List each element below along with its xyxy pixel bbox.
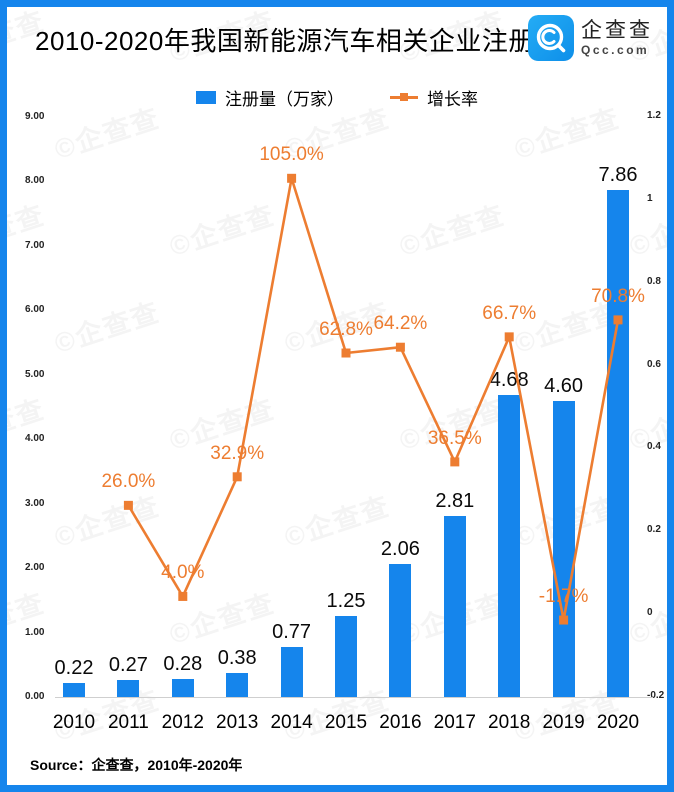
growth-rate-line (123, 173, 623, 625)
x-axis-label-2014: 2014 (270, 712, 313, 733)
left-axis-tick: 3.00 (25, 497, 45, 509)
bar-value-label: 2.06 (380, 538, 420, 561)
qcc-logo-texts: 企查查 Qcc.com (581, 19, 653, 58)
qcc-logo-icon (528, 15, 574, 61)
bar-value-label: 0.28 (163, 652, 203, 675)
line-marker (287, 173, 297, 183)
left-axis-tick: 2.00 (25, 562, 45, 574)
x-axis-label-2010: 2010 (52, 712, 96, 733)
bar-2013 (226, 672, 249, 697)
line-marker (178, 591, 188, 601)
bar-2011 (117, 679, 140, 697)
legend-label-growth-rate: 增长率 (427, 89, 478, 109)
growth-rate-label: 70.8% (591, 285, 645, 307)
right-axis-tick: 0 (647, 607, 653, 618)
bar-value-label: 1.25 (326, 590, 366, 613)
x-axis-label-2013: 2013 (216, 712, 259, 733)
line-marker (450, 457, 460, 467)
legend-label-registrations: 注册量（万家） (225, 89, 344, 109)
right-axis-tick: 0.8 (647, 275, 661, 287)
x-axis-line (55, 697, 653, 698)
bar-2020 (607, 190, 629, 697)
left-axis-tick: 0.00 (25, 691, 45, 702)
left-axis-tick: 9.00 (25, 111, 45, 122)
line-marker (395, 342, 405, 352)
qcc-logo: 企查查 Qcc.com (528, 15, 653, 61)
bar-value-label: 0.22 (54, 656, 94, 679)
x-axis-label-2015: 2015 (324, 712, 368, 733)
growth-rate-label: 26.0% (101, 471, 156, 493)
right-axis-tick: 1 (647, 193, 653, 204)
line-series-swatch (390, 91, 418, 104)
bar-2017 (443, 515, 466, 697)
bar-2014 (280, 647, 303, 697)
right-axis-tick: 0.2 (647, 524, 661, 536)
legend-item-growth-rate: 增长率 (390, 85, 478, 110)
bar-value-label: 7.86 (598, 164, 638, 187)
left-axis-tick: 7.00 (25, 239, 45, 251)
growth-rate-label: 105.0% (259, 144, 324, 166)
x-axis-label-2017: 2017 (433, 712, 476, 733)
plot-area: 0.00 1.00 2.00 3.00 4.00 5.00 6.00 7.00 8.00 9.00… (7, 7, 667, 785)
growth-rate-label: 62.8% (319, 319, 373, 340)
bar-2018 (498, 395, 521, 697)
x-axis-label-2018: 2018 (488, 712, 531, 733)
x-axis-label-2019: 2019 (542, 712, 585, 733)
right-axis-tick: -0.2 (647, 689, 665, 701)
right-axis-tick: 0.6 (647, 358, 661, 370)
x-axis-label-2012: 2012 (161, 712, 204, 733)
bar-2015 (335, 616, 357, 697)
bar-value-label: 0.38 (217, 646, 257, 669)
left-axis-tick: 8.00 (25, 175, 45, 187)
bar-2010 (63, 682, 85, 697)
source-note: Source：企查查，2010年-2020年 (30, 757, 243, 773)
bar-value-label: 0.27 (108, 653, 148, 676)
x-axis-label-2020: 2020 (596, 712, 640, 733)
growth-rate-label: 66.7% (482, 302, 537, 324)
chart-legend: 注册量（万家） 增长率 (7, 85, 667, 109)
right-axis-tick: 1.2 (647, 110, 661, 122)
left-axis-tick: 5.00 (25, 368, 45, 380)
line-marker (559, 615, 569, 625)
left-axis-tick: 1.00 (25, 626, 45, 638)
left-axis-tick: 6.00 (25, 304, 45, 316)
x-axis-label-2011: 2011 (107, 712, 149, 733)
line-marker (613, 315, 623, 325)
qcc-logo-name: 企查查 (581, 18, 653, 42)
line-marker (232, 472, 242, 482)
bar-2016 (389, 564, 412, 697)
line-marker (341, 348, 351, 358)
x-axis-label-2016: 2016 (379, 712, 422, 733)
bar-2012 (171, 678, 194, 697)
chart-title: 2010-2020年我国新能源汽车相关企业注册量 (35, 26, 562, 56)
bar-value-label: 2.81 (435, 489, 475, 512)
line-marker (123, 500, 133, 510)
line-marker (504, 332, 514, 342)
growth-rate-label: 32.9% (210, 442, 265, 464)
qcc-logo-domain: Qcc.com (581, 42, 650, 57)
bar-value-label: 4.60 (544, 374, 584, 397)
left-axis-tick: 4.00 (25, 433, 45, 445)
growth-rate-label: -1.7% (538, 586, 589, 608)
legend-item-registrations: 注册量（万家） (196, 85, 344, 110)
bar-2019 (552, 400, 575, 697)
growth-rate-label: 64.2% (373, 313, 428, 335)
bar-series-swatch (196, 90, 216, 104)
bar-value-label: 0.77 (272, 621, 312, 644)
right-axis-tick: 0.4 (647, 441, 661, 453)
